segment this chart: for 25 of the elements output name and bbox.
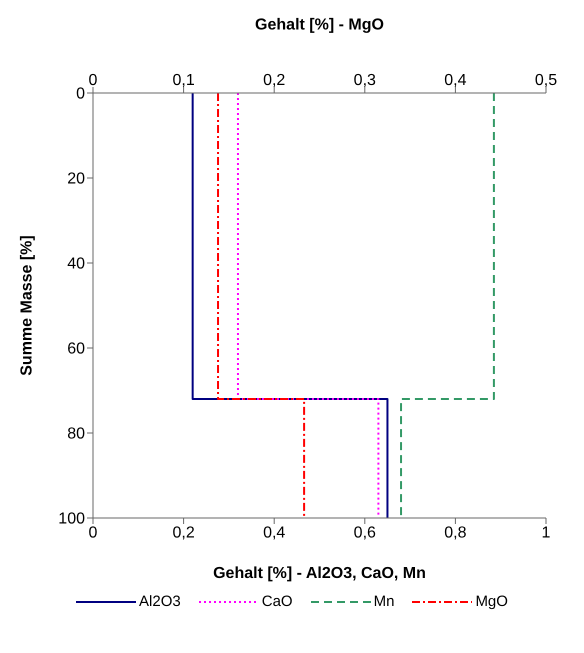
x-axis-title: Gehalt [%] - Al2O3, CaO, Mn <box>213 565 426 582</box>
legend-label: CaO <box>262 593 293 610</box>
x-tick-label: 0,6 <box>354 524 376 542</box>
legend-label: Mn <box>374 593 394 610</box>
x-tick-label: 0,4 <box>263 524 286 542</box>
y-tick-label: 20 <box>67 170 86 188</box>
y-tick-label: 80 <box>67 426 86 443</box>
y-tick-label: 40 <box>67 256 86 273</box>
legend-label: MgO <box>475 593 508 610</box>
x2-tick-label: 0,5 <box>534 72 558 89</box>
x2-tick-label: 0,2 <box>263 72 286 89</box>
x2-axis-title: Gehalt [%] - MgO <box>255 16 384 34</box>
x2-tick-label: 0,3 <box>354 72 376 89</box>
x-tick-label: 0,8 <box>444 524 467 542</box>
x2-tick-label: 0,1 <box>172 72 195 89</box>
x-tick-label: 0 <box>88 524 98 542</box>
x2-tick-label: 0 <box>88 72 98 89</box>
y-tick-label: 0 <box>76 86 86 103</box>
x2-tick-label: 0,4 <box>444 72 467 89</box>
y-axis-title: Summe Masse [%] <box>18 235 36 376</box>
x-tick-label: 0,2 <box>172 524 195 542</box>
legend-label: Al2O3 <box>139 593 181 610</box>
y-tick-label: 100 <box>58 510 86 528</box>
x-tick-label: 1 <box>542 524 551 542</box>
y-tick-label: 60 <box>67 340 86 358</box>
